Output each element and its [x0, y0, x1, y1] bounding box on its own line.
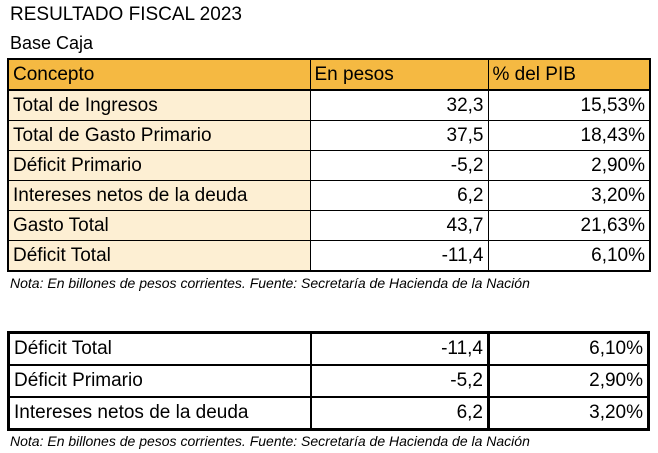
row-concept: Intereses netos de la deuda	[7, 396, 312, 431]
page-title: RESULTADO FISCAL 2023	[10, 4, 242, 25]
header-pct-pib: % del PIB	[487, 58, 651, 91]
row-pesos: -5,2	[309, 364, 490, 398]
table-row: Intereses netos de la deuda 6,2 3,20%	[7, 180, 651, 211]
row-concept: Déficit Total	[7, 240, 311, 272]
row-pesos: 43,7	[309, 210, 489, 241]
table-header-row: Concepto En pesos % del PIB	[7, 58, 651, 91]
fiscal-result-table: Concepto En pesos % del PIB Total de Ing…	[7, 58, 651, 272]
table-row: Total de Ingresos 32,3 15,53%	[7, 89, 651, 121]
table-row: Déficit Total -11,4 6,10%	[7, 331, 650, 366]
table-row: Déficit Primario -5,2 2,90%	[7, 150, 651, 181]
row-concept: Intereses netos de la deuda	[7, 180, 311, 211]
row-pesos: -11,4	[309, 331, 490, 366]
row-pib: 21,63%	[487, 210, 651, 241]
header-concepto: Concepto	[7, 58, 311, 91]
row-pib: 3,20%	[487, 396, 650, 431]
row-concept: Gasto Total	[7, 210, 311, 241]
row-concept: Déficit Primario	[7, 150, 311, 181]
row-concept: Déficit Primario	[7, 364, 312, 398]
row-pib: 2,90%	[487, 150, 651, 181]
row-pib: 6,10%	[487, 331, 650, 366]
row-pib: 6,10%	[487, 240, 651, 272]
table-row: Intereses netos de la deuda 6,2 3,20%	[7, 396, 650, 431]
header-en-pesos: En pesos	[309, 58, 489, 91]
row-concept: Total de Ingresos	[7, 89, 311, 121]
table-row: Gasto Total 43,7 21,63%	[7, 210, 651, 241]
row-pesos: -11,4	[309, 240, 489, 272]
table-row: Déficit Primario -5,2 2,90%	[7, 364, 650, 398]
row-pib: 15,53%	[487, 89, 651, 121]
page-subtitle: Base Caja	[10, 33, 94, 53]
table-row: Total de Gasto Primario 37,5 18,43%	[7, 120, 651, 151]
row-pesos: 6,2	[309, 396, 490, 431]
row-pesos: 32,3	[309, 89, 489, 121]
source-note: Nota: En billones de pesos corrientes. F…	[10, 275, 530, 291]
row-concept: Total de Gasto Primario	[7, 120, 311, 151]
row-pib: 2,90%	[487, 364, 650, 398]
deficit-summary-table: Déficit Total -11,4 6,10% Déficit Primar…	[7, 331, 650, 431]
row-pib: 3,20%	[487, 180, 651, 211]
row-pesos: -5,2	[309, 150, 489, 181]
source-note: Nota: En billones de pesos corrientes. F…	[10, 433, 530, 449]
row-pib: 18,43%	[487, 120, 651, 151]
table-row: Déficit Total -11,4 6,10%	[7, 240, 651, 272]
row-pesos: 6,2	[309, 180, 489, 211]
row-concept: Déficit Total	[7, 331, 312, 366]
row-pesos: 37,5	[309, 120, 489, 151]
